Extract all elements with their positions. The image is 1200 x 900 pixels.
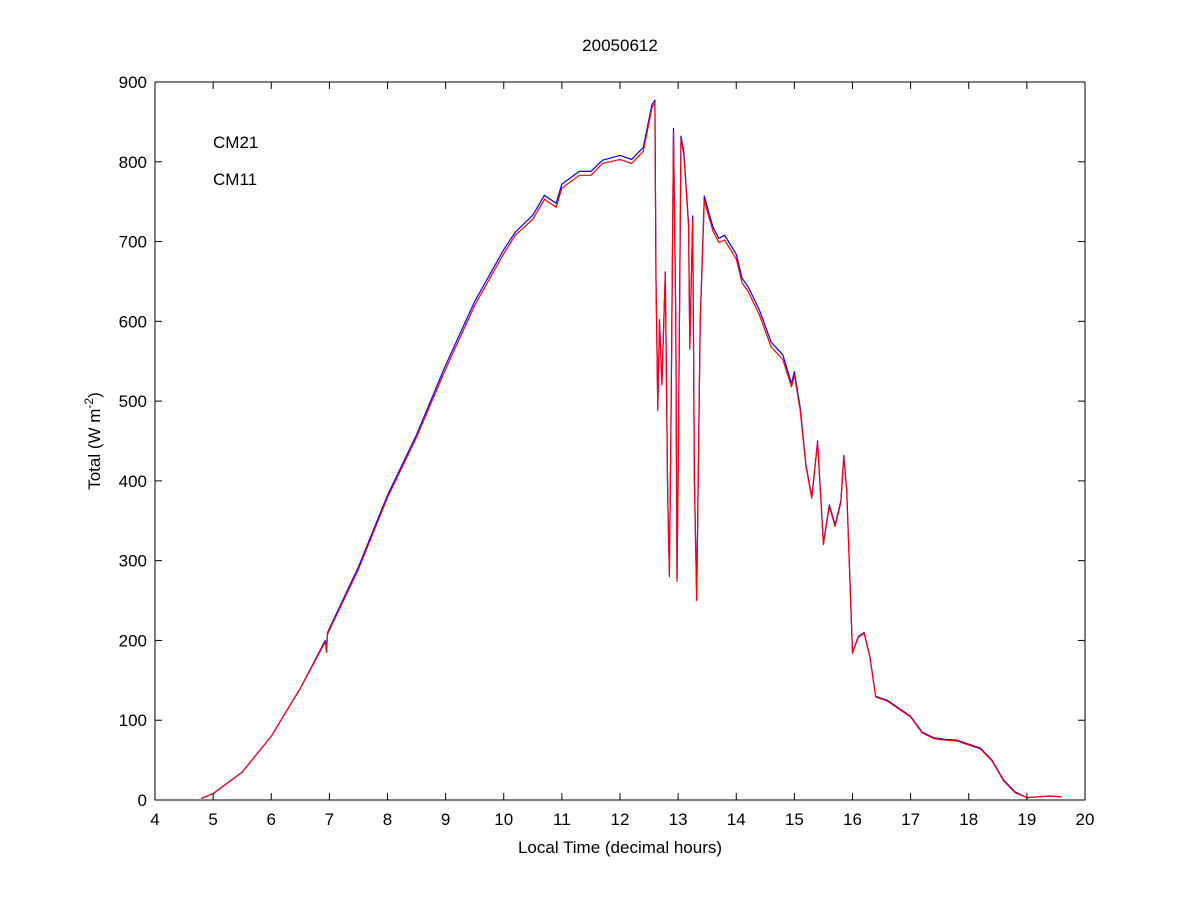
plot-lines	[201, 99, 1062, 799]
x-tick-label: 8	[383, 810, 392, 829]
plot-area	[154, 81, 1086, 801]
y-tick-label: 800	[119, 153, 147, 172]
x-axis: 4 5 6 7 8 9 10 11 12 13 14 15 16 17 18 19 20	[150, 82, 1094, 829]
chart-title: 20050612	[582, 36, 658, 55]
x-tick-label: 7	[325, 810, 334, 829]
x-tick-label: 6	[267, 810, 276, 829]
x-tick-label: 14	[727, 810, 746, 829]
y-axis-label-exponent: -2	[82, 398, 96, 409]
series-line-cm11	[201, 102, 1062, 799]
y-axis: 0 100 200 300 400 500 600 700 800 900	[119, 73, 1085, 810]
x-axis-label: Local Time (decimal hours)	[518, 838, 722, 857]
x-tick-label: 9	[441, 810, 450, 829]
x-tick-label: 16	[843, 810, 862, 829]
y-axis-label-main: Total (W m	[85, 409, 104, 490]
x-tick-label: 15	[785, 810, 804, 829]
y-tick-label: 300	[119, 552, 147, 571]
x-tick-label: 12	[611, 810, 630, 829]
x-tick-label: 17	[901, 810, 920, 829]
x-tick-label: 19	[1017, 810, 1036, 829]
legend-entry-cm11: CM11	[213, 170, 257, 189]
y-axis-label-close: )	[85, 392, 104, 398]
y-axis-label: Total (W m-2)	[82, 392, 104, 490]
y-tick-label: 100	[119, 711, 147, 730]
x-tick-label: 13	[669, 810, 688, 829]
x-tick-label: 11	[553, 810, 571, 829]
y-tick-label: 900	[119, 73, 147, 92]
x-tick-label: 20	[1076, 810, 1095, 829]
x-tick-label: 5	[208, 810, 217, 829]
x-tick-label: 18	[959, 810, 978, 829]
x-tick-label: 10	[494, 810, 513, 829]
legend-entry-cm21: CM21	[213, 133, 258, 152]
series-line-cm21	[201, 99, 1062, 799]
y-tick-label: 600	[119, 312, 147, 331]
y-tick-label: 700	[119, 233, 147, 252]
y-tick-label: 500	[119, 392, 147, 411]
y-tick-label: 0	[138, 791, 147, 810]
y-tick-label: 400	[119, 472, 147, 491]
x-tick-label: 4	[150, 810, 159, 829]
y-tick-label: 200	[119, 631, 147, 650]
